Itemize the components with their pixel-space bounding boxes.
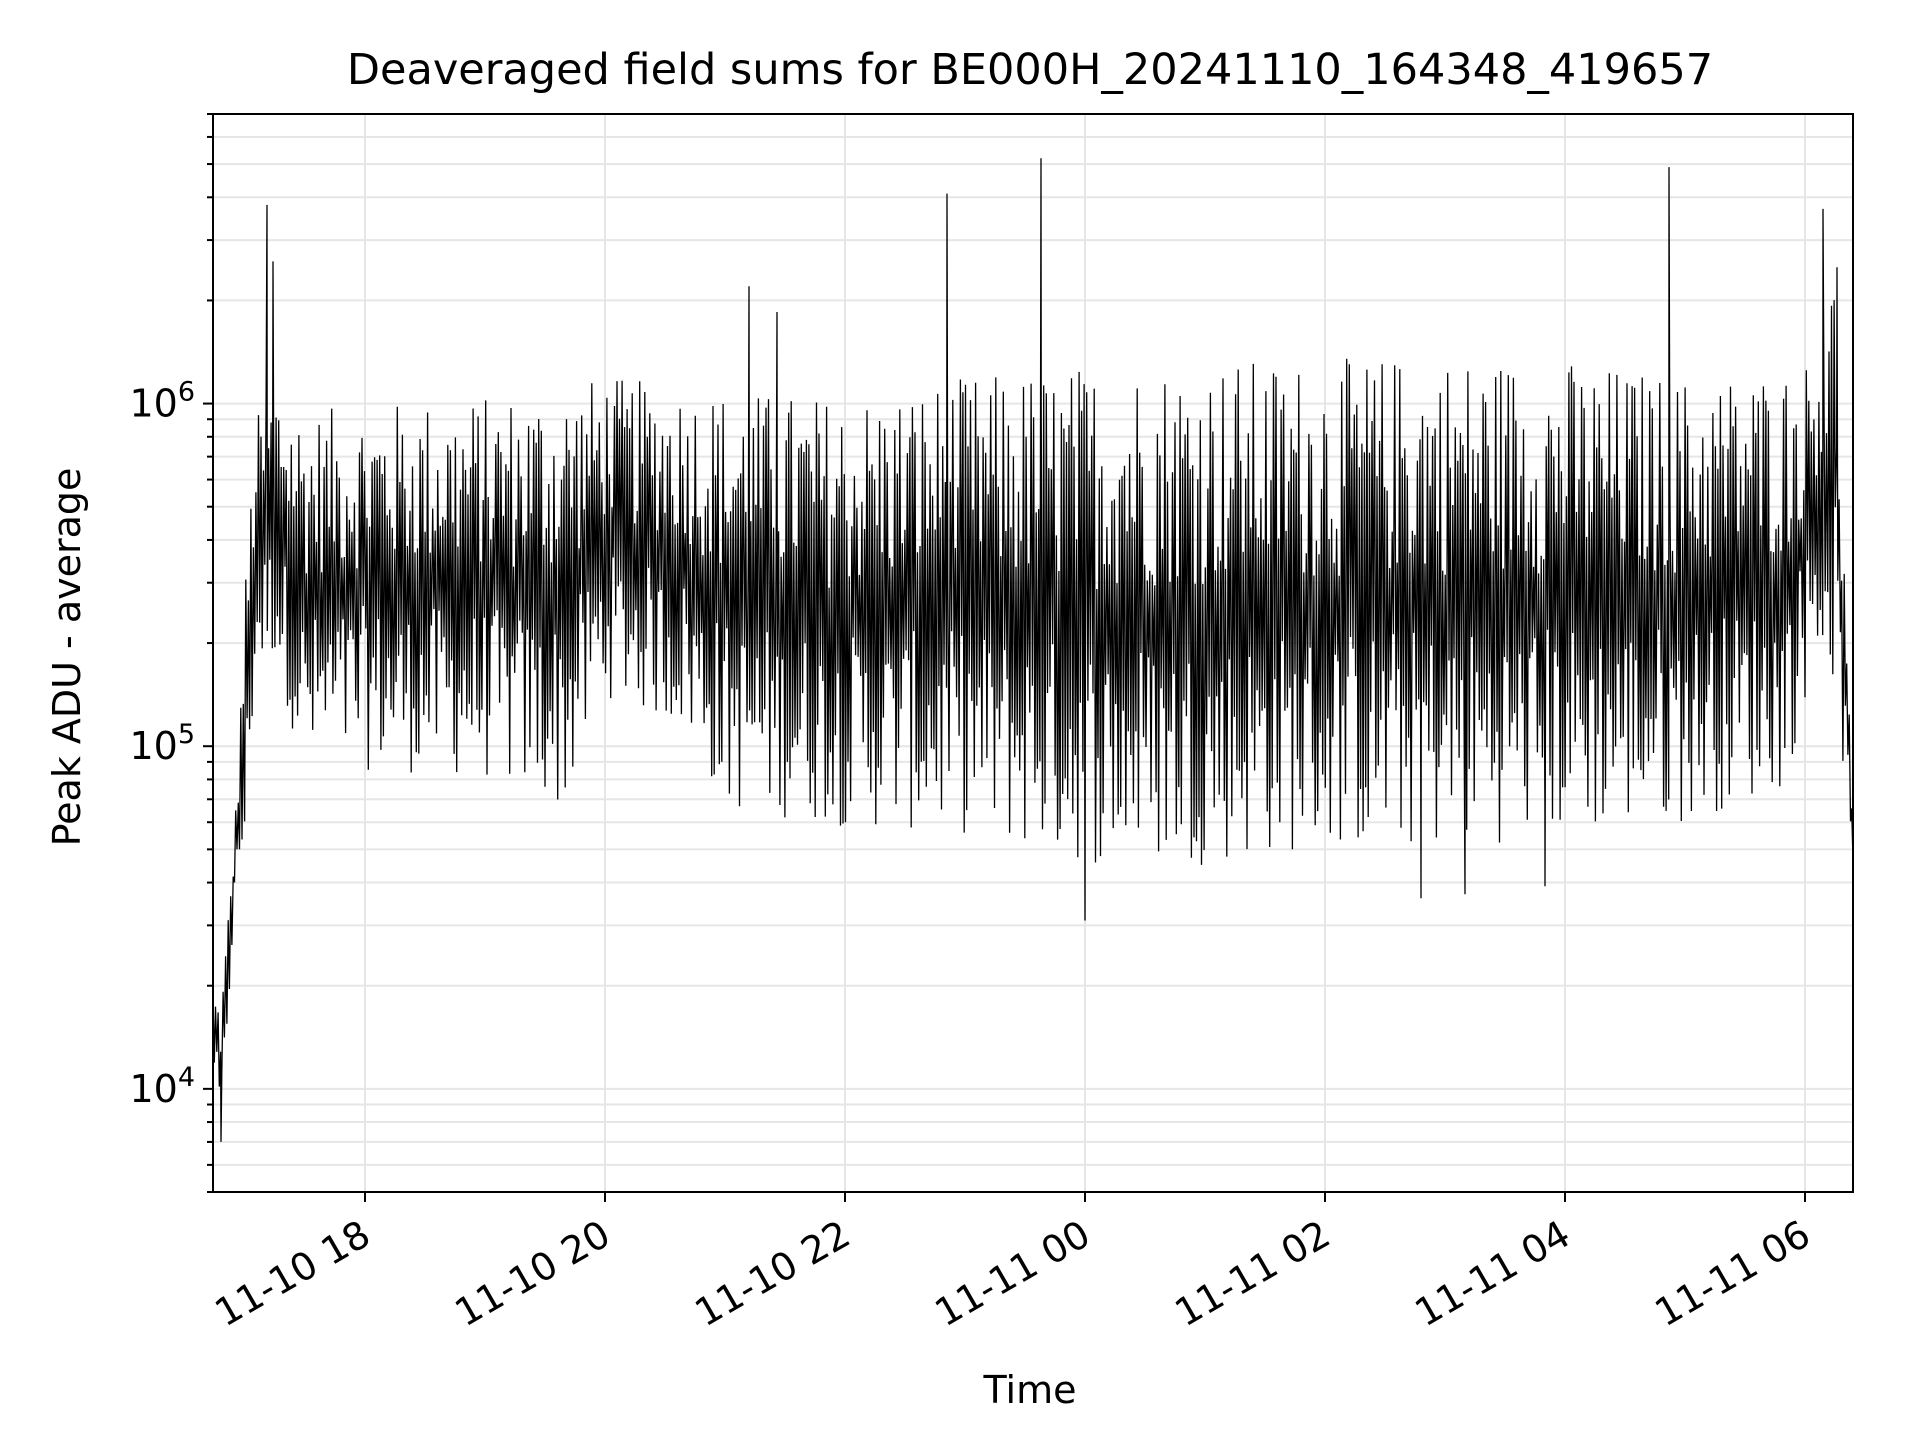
y-axis-label: Peak ADU - average [45,468,89,847]
x-axis-label: Time [983,1368,1077,1412]
plot-frame [212,113,1854,1193]
chart-title: Deaveraged field sums for BE000H_2024111… [347,45,1713,95]
y-tick-label: 106 [129,377,195,426]
y-tick-label: 105 [129,719,195,768]
y-tick-label: 104 [129,1062,195,1111]
series-line [212,158,1854,1142]
data-layer [212,158,1854,1142]
